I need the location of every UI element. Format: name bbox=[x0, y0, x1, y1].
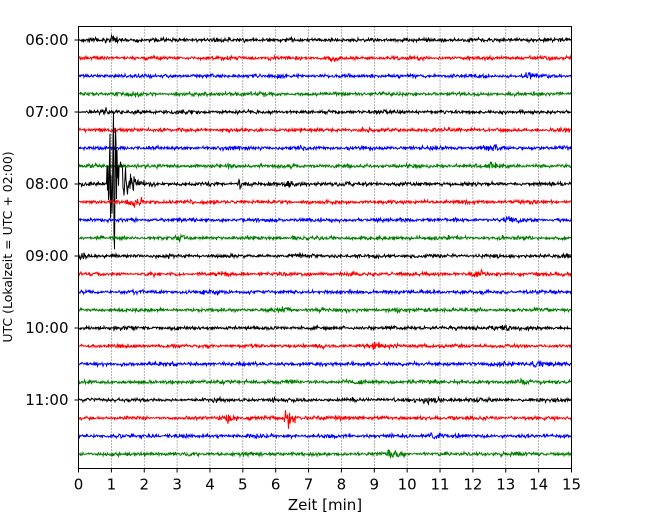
x-tick-label: 7 bbox=[304, 476, 314, 494]
seismic-trace bbox=[78, 341, 572, 351]
x-tick-label: 5 bbox=[238, 476, 248, 494]
seismic-trace bbox=[78, 233, 572, 244]
seismic-trace bbox=[78, 306, 572, 315]
x-tick-label: 15 bbox=[562, 476, 581, 494]
y-tick-label: 07:00 bbox=[25, 103, 68, 121]
seismic-trace bbox=[78, 377, 572, 386]
seismic-trace bbox=[78, 72, 572, 80]
x-tick-label: 1 bbox=[107, 476, 117, 494]
x-tick-label: 3 bbox=[172, 476, 182, 494]
y-axis: 06:00 07:00 08:00 09:00 10:00 11:00 bbox=[25, 31, 79, 409]
x-tick-label: 6 bbox=[271, 476, 281, 494]
seismic-trace bbox=[78, 125, 572, 134]
x-tick-label: 9 bbox=[370, 476, 380, 494]
seismic-trace bbox=[78, 197, 572, 208]
y-tick-label: 11:00 bbox=[25, 391, 68, 409]
x-tick-label: 0 bbox=[74, 476, 84, 494]
x-tick-label: 8 bbox=[337, 476, 347, 494]
x-tick-label: 4 bbox=[205, 476, 215, 494]
seismic-trace bbox=[78, 431, 572, 440]
x-tick-label: 14 bbox=[529, 476, 548, 494]
seismic-trace bbox=[78, 54, 572, 63]
seismic-trace bbox=[78, 215, 572, 224]
seismic-trace bbox=[78, 107, 572, 116]
x-axis-label: Zeit [min] bbox=[288, 496, 362, 514]
seismic-trace bbox=[78, 90, 572, 98]
seismic-trace bbox=[78, 143, 572, 152]
x-tick-label: 2 bbox=[139, 476, 149, 494]
x-tick-label: 11 bbox=[430, 476, 449, 494]
x-tick-label: 12 bbox=[463, 476, 482, 494]
y-tick-label: 08:00 bbox=[25, 175, 68, 193]
seismic-trace bbox=[78, 324, 572, 332]
seismic-trace bbox=[78, 359, 572, 369]
y-tick-label: 06:00 bbox=[25, 31, 68, 49]
seismic-trace bbox=[78, 449, 572, 459]
seismic-trace bbox=[78, 410, 572, 429]
x-tick-label: 13 bbox=[496, 476, 515, 494]
seismic-trace bbox=[78, 268, 572, 279]
y-tick-label: 09:00 bbox=[25, 247, 68, 265]
seismic-trace bbox=[78, 160, 572, 171]
seismic-trace bbox=[78, 288, 572, 297]
plot-frame bbox=[78, 26, 572, 469]
seismic-trace bbox=[78, 33, 572, 45]
seismic-trace bbox=[78, 395, 572, 406]
x-axis: 0 1 2 3 4 5 6 7 8 9 10 11 12 13 14 15 bbox=[74, 468, 581, 494]
y-tick-label: 10:00 bbox=[25, 319, 68, 337]
x-tick-label: 10 bbox=[398, 476, 417, 494]
seismic-traces bbox=[78, 33, 572, 459]
seismic-trace bbox=[78, 251, 572, 261]
seismic-trace bbox=[78, 112, 572, 250]
y-axis-label: UTC (Lokalzeit = UTC + 02:00) bbox=[0, 151, 15, 342]
